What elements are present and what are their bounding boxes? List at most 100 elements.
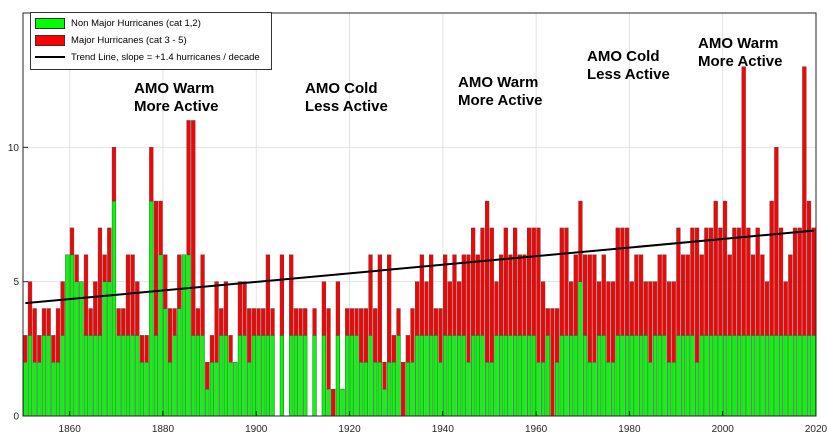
bar-non-major bbox=[606, 362, 611, 417]
bar-non-major bbox=[629, 335, 634, 417]
bar-major bbox=[359, 308, 364, 363]
bar-non-major bbox=[582, 335, 588, 417]
bar-major bbox=[167, 308, 173, 363]
bar-major bbox=[461, 254, 466, 336]
bar-major bbox=[163, 254, 168, 309]
bar-major bbox=[634, 254, 639, 336]
bar-major bbox=[270, 308, 275, 336]
bar-major bbox=[755, 227, 760, 336]
bar-non-major bbox=[144, 362, 149, 417]
trend-line-group bbox=[25, 229, 814, 305]
bar-major bbox=[429, 254, 434, 336]
bar-non-major bbox=[671, 362, 676, 417]
bar-major bbox=[447, 281, 452, 336]
bar-major bbox=[438, 308, 443, 363]
bar-non-major bbox=[508, 335, 513, 417]
bar-non-major bbox=[46, 335, 51, 417]
annotation-amo-warm-2: AMO Warm More Active bbox=[458, 74, 542, 110]
bar-non-major bbox=[592, 362, 597, 417]
bar-non-major bbox=[634, 335, 639, 417]
bar-non-major bbox=[125, 335, 131, 417]
bar-non-major bbox=[760, 335, 765, 417]
bar-major bbox=[443, 254, 448, 336]
bar-non-major bbox=[167, 362, 173, 417]
x-tick-label: 2020 bbox=[805, 424, 828, 435]
bar-major bbox=[694, 227, 700, 363]
bar-non-major bbox=[181, 254, 187, 417]
bar-non-major bbox=[536, 362, 541, 417]
annotation-line: AMO Warm bbox=[698, 35, 779, 52]
bar-non-major bbox=[643, 335, 648, 417]
bar-major bbox=[680, 254, 686, 336]
bar-major bbox=[643, 281, 648, 336]
bar-non-major bbox=[755, 335, 760, 417]
bar-major bbox=[312, 308, 317, 336]
y-tick-label: 10 bbox=[8, 143, 20, 154]
bar-non-major bbox=[377, 362, 382, 417]
bar-major bbox=[811, 227, 816, 336]
bar-non-major bbox=[797, 335, 802, 417]
annotation-amo-cold-1: AMO Cold Less Active bbox=[305, 80, 388, 116]
bar-non-major bbox=[438, 362, 443, 417]
bar-non-major bbox=[219, 335, 224, 417]
bar-non-major bbox=[540, 362, 546, 417]
bar-non-major bbox=[471, 335, 476, 417]
bar-major bbox=[41, 308, 47, 336]
bar-major bbox=[746, 227, 751, 336]
bar-non-major bbox=[396, 335, 401, 417]
bar-major bbox=[60, 281, 65, 336]
bar-non-major bbox=[382, 388, 387, 417]
bar-major bbox=[554, 308, 560, 363]
bar-major bbox=[713, 200, 718, 336]
annotation-line: More Active bbox=[458, 92, 543, 109]
axes-group bbox=[22, 12, 817, 417]
bar-major bbox=[741, 66, 746, 336]
annotation-line: More Active bbox=[698, 53, 783, 70]
bar-non-major bbox=[23, 362, 28, 417]
bar-major bbox=[391, 335, 396, 363]
bar-major bbox=[774, 147, 779, 336]
bar-non-major bbox=[139, 362, 145, 417]
bar-non-major bbox=[163, 308, 168, 417]
bar-non-major bbox=[694, 362, 700, 417]
bar-non-major bbox=[265, 335, 271, 417]
bar-major bbox=[228, 335, 233, 363]
bar-non-major bbox=[223, 335, 229, 417]
bar-major bbox=[326, 308, 331, 390]
bar-non-major bbox=[107, 281, 112, 417]
bar-major bbox=[792, 227, 798, 336]
bar-non-major bbox=[303, 335, 308, 417]
legend-label-major: Major Hurricanes (cat 3 - 5) bbox=[71, 34, 187, 46]
annotation-amo-warm-3: AMO Warm More Active bbox=[698, 35, 782, 71]
bar-major bbox=[102, 254, 107, 282]
bar-non-major bbox=[750, 335, 756, 417]
bar-non-major bbox=[568, 335, 574, 417]
bar-non-major bbox=[130, 335, 135, 417]
bar-non-major bbox=[699, 335, 704, 417]
bar-major bbox=[657, 254, 662, 336]
bar-major bbox=[23, 335, 28, 363]
bar-non-major bbox=[601, 335, 606, 417]
bar-non-major bbox=[638, 335, 644, 417]
bar-major bbox=[223, 281, 229, 336]
bar-non-major bbox=[135, 335, 140, 417]
bar-non-major bbox=[722, 335, 728, 417]
bar-non-major bbox=[228, 362, 233, 417]
bar-non-major bbox=[186, 254, 191, 417]
bar-major bbox=[480, 227, 485, 336]
legend-swatch-major bbox=[35, 34, 65, 46]
bar-non-major bbox=[522, 335, 527, 417]
bar-non-major bbox=[764, 335, 770, 417]
bar-major bbox=[708, 227, 714, 336]
bar-major bbox=[37, 335, 42, 363]
bar-major bbox=[83, 254, 89, 336]
bar-major bbox=[261, 308, 266, 336]
bar-major bbox=[74, 254, 79, 282]
bar-major bbox=[93, 281, 98, 336]
bar-non-major bbox=[37, 362, 42, 417]
bar-non-major bbox=[666, 362, 672, 417]
bar-major bbox=[200, 254, 205, 336]
bar-major bbox=[685, 254, 690, 336]
bar-non-major bbox=[778, 335, 784, 417]
y-tick-label: 5 bbox=[13, 277, 19, 288]
